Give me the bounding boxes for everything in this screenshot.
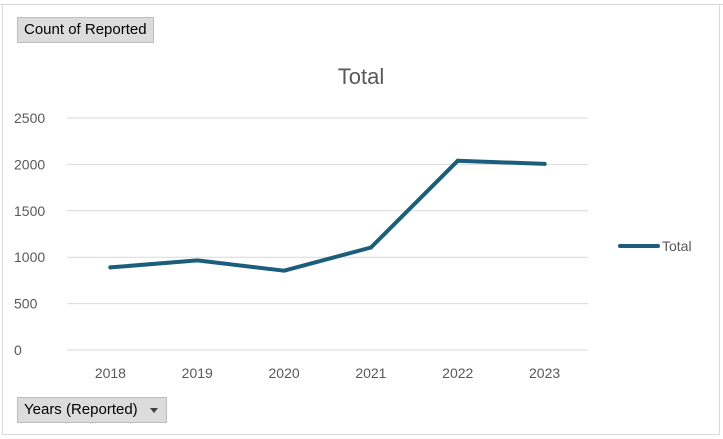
data-point[interactable] <box>195 258 200 263</box>
axis-field-label: Years (Reported) <box>24 401 138 418</box>
data-point[interactable] <box>108 265 113 270</box>
legend: Total <box>618 238 692 254</box>
pivot-chart[interactable] <box>2 4 720 435</box>
value-field-label: Count of Reported <box>24 21 147 38</box>
data-point[interactable] <box>542 161 547 166</box>
x-tick-label: 2023 <box>529 365 560 381</box>
x-axis-tick-labels: 2018 2019 2020 2021 2022 2023 <box>95 365 561 381</box>
x-tick-label: 2020 <box>269 365 300 381</box>
gridlines <box>67 117 588 351</box>
series-line-total[interactable] <box>108 158 547 273</box>
x-tick-label: 2021 <box>355 365 386 381</box>
data-point[interactable] <box>455 158 460 163</box>
y-tick-label: 2000 <box>14 156 45 172</box>
x-tick-label: 2022 <box>442 365 473 381</box>
axis-field-button[interactable]: Years (Reported) <box>17 397 167 423</box>
y-tick-label: 1500 <box>14 203 45 219</box>
y-tick-label: 2500 <box>14 110 45 126</box>
x-tick-label: 2019 <box>182 365 213 381</box>
y-tick-label: 0 <box>14 342 22 358</box>
chevron-down-icon[interactable] <box>149 408 158 413</box>
data-point[interactable] <box>368 245 373 250</box>
x-tick-label: 2018 <box>95 365 126 381</box>
series-lines <box>108 158 547 273</box>
y-tick-label: 500 <box>14 296 38 312</box>
data-point[interactable] <box>282 268 287 273</box>
legend-label: Total <box>662 238 692 254</box>
chart-title: Total <box>338 64 384 89</box>
y-axis-tick-labels: 0 500 1000 1500 2000 2500 <box>14 110 45 358</box>
value-field-button[interactable]: Count of Reported <box>17 17 154 43</box>
y-tick-label: 1000 <box>14 249 45 265</box>
